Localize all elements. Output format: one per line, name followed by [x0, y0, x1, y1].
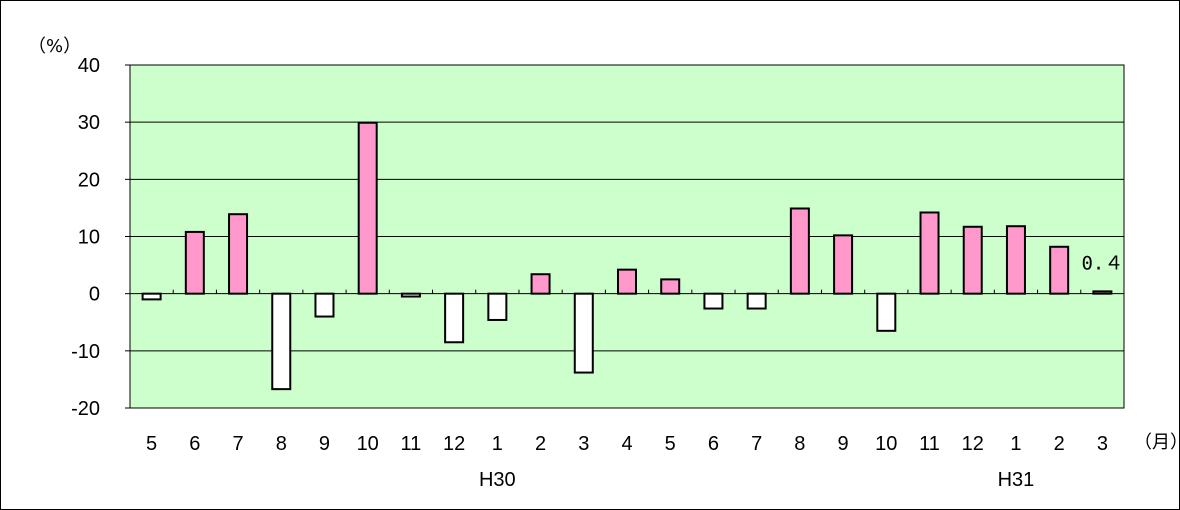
bar	[746, 292, 767, 310]
bar	[1092, 290, 1113, 295]
x-tick-label: 9	[838, 433, 849, 455]
bar	[184, 230, 205, 295]
y-tick-label: 40	[78, 55, 100, 77]
bars	[141, 121, 1113, 391]
bar	[228, 213, 249, 295]
x-tick-label: 1	[1010, 433, 1021, 455]
bar	[703, 292, 724, 310]
x-tick-label: 12	[443, 433, 465, 455]
x-tick-label: 2	[1054, 433, 1065, 455]
x-tick-label: 11	[919, 433, 940, 455]
bar	[876, 292, 897, 332]
data-label: 0.４	[1081, 252, 1123, 274]
x-tick-label: 10	[875, 433, 897, 455]
bar	[141, 292, 162, 301]
x-tick-label: 4	[621, 433, 632, 455]
x-tick-label: 3	[578, 433, 589, 455]
x-tick-label: 10	[357, 433, 379, 455]
bar	[573, 292, 594, 374]
bar	[357, 121, 378, 295]
y-tick-label: -20	[71, 398, 100, 420]
x-tick-label: 12	[962, 433, 984, 455]
x-tick-label: 11	[401, 433, 422, 455]
bar	[962, 225, 983, 295]
x-tick-label: 3	[1097, 433, 1108, 455]
bar	[833, 234, 854, 295]
x-tick-label: 8	[276, 433, 287, 455]
bar	[487, 292, 508, 321]
x-tick-label: 1	[492, 433, 503, 455]
x-tick-label: 6	[189, 433, 200, 455]
x-group-label: H30	[479, 469, 516, 491]
x-axis-unit: （月）	[1134, 432, 1180, 453]
bar	[400, 292, 421, 298]
bar	[617, 268, 637, 295]
bar	[444, 292, 465, 344]
x-tick-label: 2	[535, 433, 546, 455]
y-tick-label: 10	[78, 227, 100, 249]
x-axis-ticks: 5 6 7 8 9 10 11 12 1 2 3 4 5 6 7 8 9 10 11 12 1 2 3	[146, 433, 1108, 455]
x-tick-label: 7	[232, 433, 243, 455]
bar	[789, 207, 810, 295]
bar	[530, 273, 551, 295]
x-tick-label: 7	[751, 433, 762, 455]
x-tick-label: 6	[708, 433, 719, 455]
bar	[1005, 225, 1026, 295]
y-tick-label: 0	[89, 284, 100, 306]
x-tick-label: 5	[146, 433, 157, 455]
y-axis-unit: （%）	[28, 36, 81, 57]
y-tick-label: 30	[78, 112, 100, 134]
bar	[660, 278, 681, 295]
y-tick-label: 20	[78, 169, 100, 191]
x-tick-label: 5	[665, 433, 676, 455]
y-tick-label: -10	[71, 341, 100, 363]
data-labels: 0.４	[1081, 252, 1123, 274]
x-tick-label: 9	[319, 433, 330, 455]
bar	[919, 211, 940, 295]
bar	[1049, 245, 1070, 295]
x-group-label: H31	[998, 469, 1035, 491]
bar	[271, 292, 292, 391]
x-axis-groups: H30 H31	[479, 469, 1034, 491]
y-axis-ticks: 40 30 20 10 0 -10 -20	[71, 55, 130, 420]
bar	[314, 292, 335, 318]
x-tick-label: 8	[794, 433, 805, 455]
